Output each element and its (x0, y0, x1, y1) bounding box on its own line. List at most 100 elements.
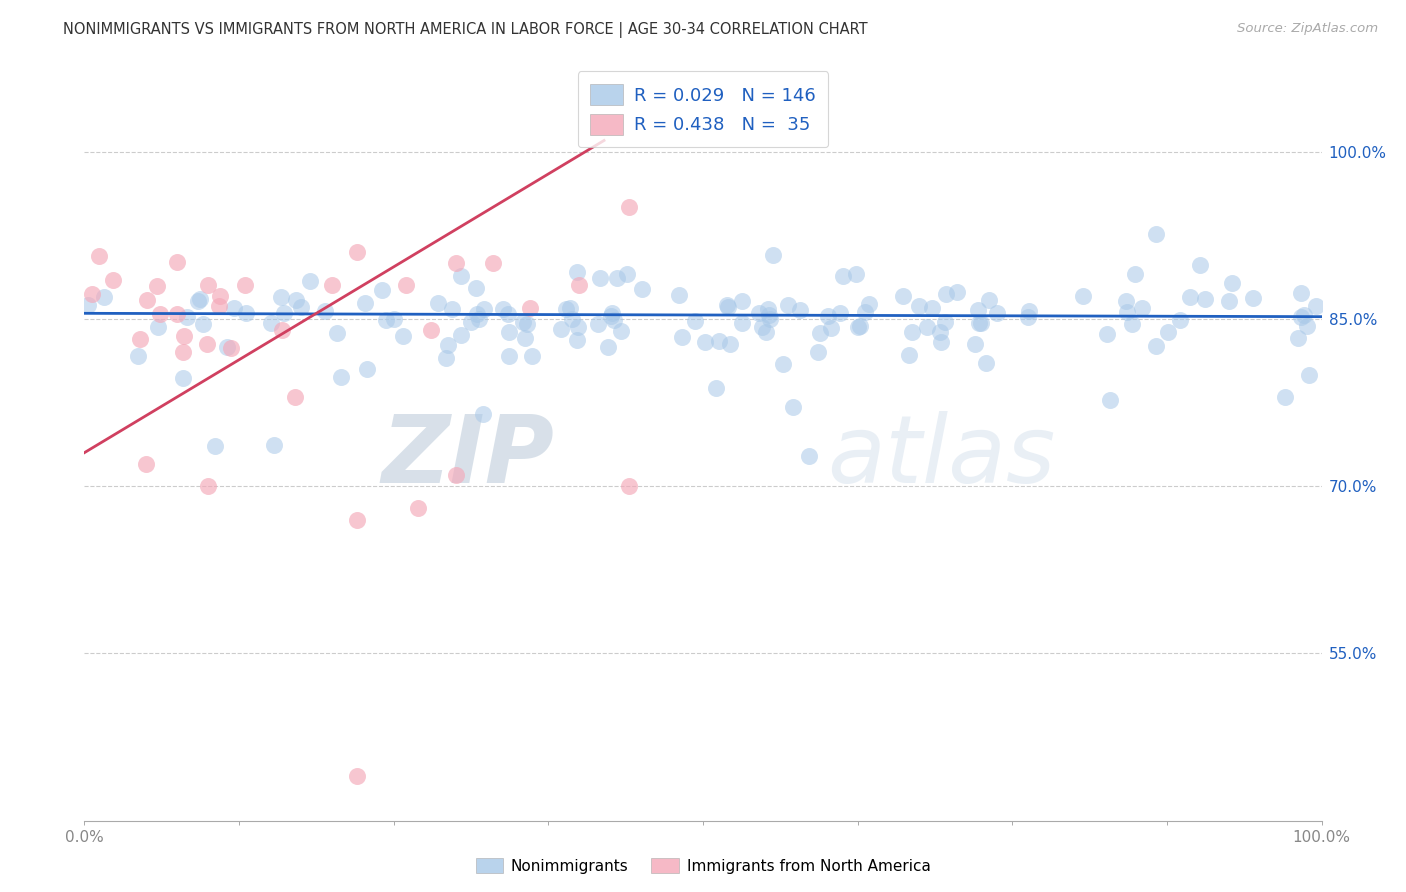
Point (516, 318, 538, 332)
Point (845, 267, 868, 281)
Point (921, 301, 943, 315)
Point (935, 287, 957, 301)
Point (849, 319, 872, 334)
Point (762, 248, 785, 262)
Point (831, 268, 853, 283)
Point (929, 335, 952, 350)
Point (695, 334, 717, 349)
Point (934, 315, 956, 329)
Point (89, 249, 111, 263)
Point (603, 313, 626, 327)
Point (1178, 290, 1201, 304)
Point (807, 344, 830, 359)
Point (1017, 310, 1039, 324)
Point (299, 274, 322, 288)
Point (233, 278, 256, 293)
Point (434, 351, 457, 365)
Point (748, 306, 770, 320)
Point (1123, 267, 1146, 281)
Point (558, 301, 581, 315)
Point (135, 457, 157, 471)
Point (967, 302, 990, 317)
Point (704, 381, 727, 395)
Point (208, 289, 231, 303)
Point (567, 319, 589, 334)
Point (617, 201, 640, 215)
Point (176, 310, 198, 325)
Point (217, 340, 239, 354)
Point (901, 325, 924, 339)
Point (314, 304, 336, 318)
Point (671, 330, 693, 344)
Point (1071, 289, 1094, 303)
Point (465, 281, 488, 295)
Point (146, 279, 169, 293)
Point (166, 307, 188, 321)
Point (408, 501, 430, 516)
Point (450, 328, 472, 343)
Point (427, 295, 450, 310)
Point (986, 306, 1008, 320)
Point (808, 326, 831, 341)
Point (963, 337, 986, 351)
Point (191, 317, 214, 331)
Point (127, 349, 149, 363)
Point (758, 308, 780, 322)
Point (222, 301, 245, 315)
Point (716, 298, 738, 312)
Point (929, 325, 952, 339)
Point (756, 301, 779, 316)
Legend: Nonimmigrants, Immigrants from North America: Nonimmigrants, Immigrants from North Ame… (470, 852, 936, 880)
Point (778, 298, 800, 312)
Point (235, 306, 257, 320)
Point (1286, 331, 1309, 345)
Point (772, 357, 794, 371)
Point (197, 336, 219, 351)
Point (346, 244, 368, 259)
Point (755, 326, 778, 340)
Legend: R = 0.029   N = 146, R = 0.438   N =  35: R = 0.029 N = 146, R = 0.438 N = 35 (578, 71, 828, 147)
Point (260, 317, 283, 331)
Point (731, 316, 754, 330)
Point (1018, 304, 1040, 318)
Point (1095, 326, 1118, 341)
Point (683, 313, 706, 327)
Point (1099, 392, 1122, 407)
Point (830, 306, 852, 320)
Point (382, 311, 405, 326)
Point (858, 297, 880, 311)
Point (187, 294, 209, 309)
Point (172, 345, 194, 359)
Point (731, 294, 754, 309)
Point (617, 479, 640, 493)
Point (135, 293, 157, 308)
Point (76, 297, 98, 311)
Point (1130, 301, 1153, 315)
Point (565, 333, 588, 347)
Point (371, 283, 394, 297)
Point (718, 336, 741, 351)
Point (273, 306, 295, 320)
Point (1168, 312, 1191, 326)
Point (472, 301, 495, 316)
Point (270, 290, 292, 304)
Point (468, 312, 491, 326)
Point (820, 320, 842, 334)
Point (374, 313, 396, 327)
Point (481, 256, 503, 270)
Point (326, 326, 349, 340)
Point (444, 256, 467, 270)
Point (197, 479, 219, 493)
Point (148, 319, 170, 334)
Point (586, 318, 609, 332)
Point (263, 438, 285, 452)
Point (610, 325, 633, 339)
Point (600, 309, 623, 323)
Point (1144, 227, 1167, 242)
Point (945, 285, 967, 299)
Point (346, 769, 368, 783)
Point (356, 362, 378, 376)
Point (149, 307, 172, 321)
Point (976, 356, 998, 370)
Point (561, 312, 583, 326)
